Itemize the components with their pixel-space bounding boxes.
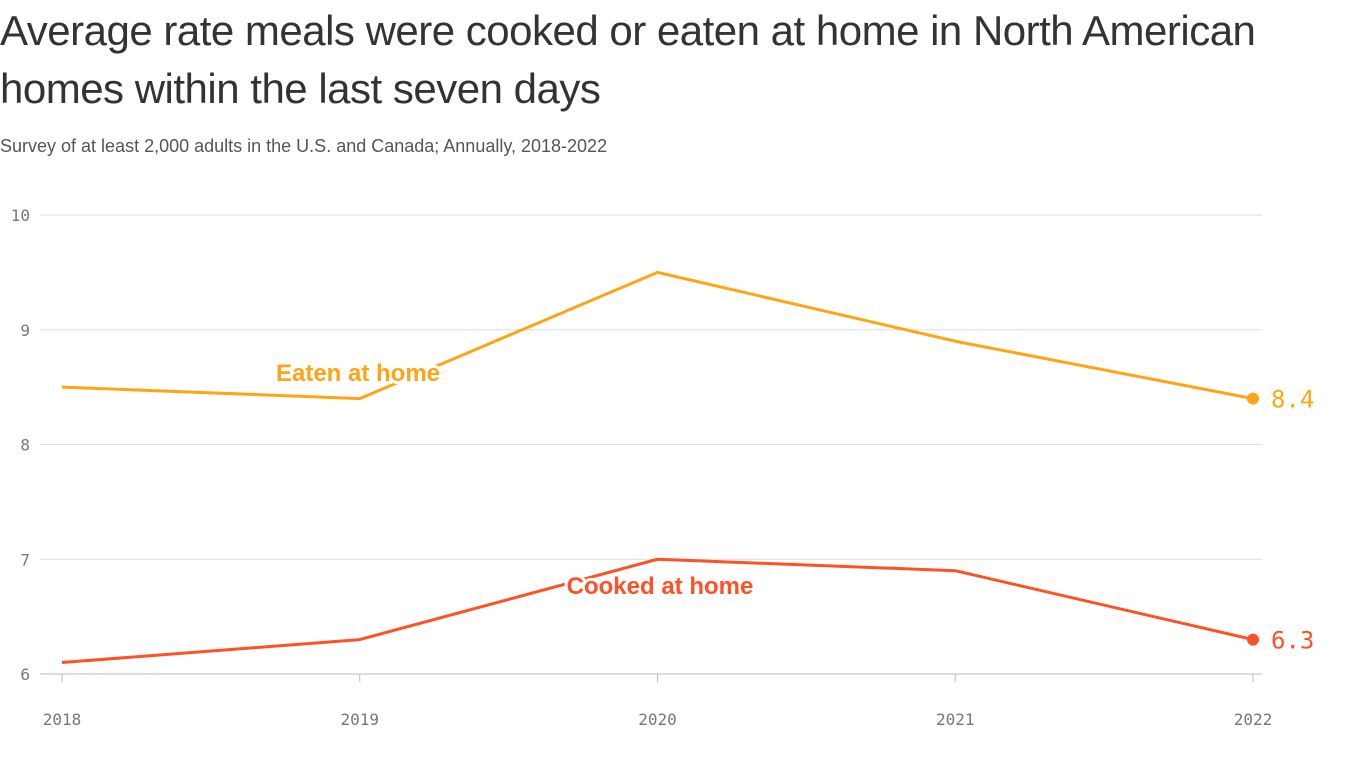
y-tick-label: 10 xyxy=(11,206,30,225)
chart-subtitle: Survey of at least 2,000 adults in the U… xyxy=(0,136,608,156)
end-value-label: 8.4 xyxy=(1271,386,1314,414)
y-tick-label: 6 xyxy=(20,665,30,684)
y-tick-label: 8 xyxy=(20,436,30,455)
y-tick-label: 7 xyxy=(20,550,30,569)
series-line-1 xyxy=(61,557,1254,665)
y-tick-label: 9 xyxy=(20,321,30,340)
end-point-marker xyxy=(1247,392,1259,405)
series-label: Eaten at home xyxy=(276,360,440,387)
series-label: Cooked at home xyxy=(567,573,754,600)
x-tick-label: 2018 xyxy=(43,710,82,729)
x-tick-label: 2022 xyxy=(1234,710,1273,729)
x-tick-label: 2020 xyxy=(638,710,677,729)
chart-title: Average rate meals were cooked or eaten … xyxy=(0,7,1256,112)
end-point-marker xyxy=(1247,633,1259,646)
end-value-label: 6.3 xyxy=(1271,627,1314,655)
series-line-0 xyxy=(61,270,1254,401)
x-tick-label: 2021 xyxy=(936,710,975,729)
x-tick-label: 2019 xyxy=(340,710,379,729)
